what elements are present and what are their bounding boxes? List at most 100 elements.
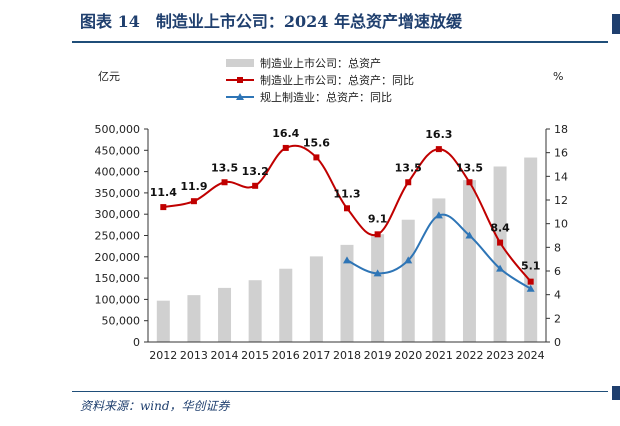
point-2020	[404, 256, 413, 264]
x-tick-label: 2022	[455, 349, 483, 362]
point-2019	[374, 231, 381, 238]
right-axis-unit: %	[553, 70, 563, 83]
bar-2024	[524, 157, 538, 342]
point-2017	[313, 154, 320, 161]
left-tick-label: 50,000	[102, 315, 141, 328]
left-tick-label: 100,000	[95, 293, 141, 306]
bar-2012	[156, 300, 170, 342]
right-tick-label: 18	[554, 123, 568, 136]
point-2014	[221, 179, 228, 186]
source-rule	[72, 391, 608, 392]
left-tick-label: 250,000	[95, 230, 141, 243]
adjacent-figure-edge	[612, 14, 620, 34]
axes-layer: 0 50,000 100,000 150,000 200,000 250,000 300,0…	[95, 70, 569, 362]
legend-label: 制造业上市公司：总资产：同比	[260, 73, 414, 87]
legend-label: 规上制造业：总资产：同比	[260, 90, 392, 104]
x-tick-label: 2015	[241, 349, 269, 362]
point-2013	[190, 198, 197, 205]
x-tick-label: 2016	[272, 349, 300, 362]
left-tick-label: 450,000	[95, 144, 141, 157]
bar-2016	[279, 268, 293, 342]
right-tick-label: 16	[554, 147, 568, 160]
point-2020	[405, 179, 412, 186]
left-tick-label: 150,000	[95, 272, 141, 285]
left-tick-label: 300,000	[95, 208, 141, 221]
data-label-2018: 11.3	[333, 187, 360, 200]
data-label-2024: 5.1	[521, 260, 541, 273]
title-rule	[72, 41, 608, 43]
data-label-2019: 9.1	[368, 212, 388, 225]
bars-layer	[156, 157, 538, 342]
data-label-2013: 11.9	[180, 180, 207, 193]
legend-label: 制造业上市公司：总资产	[260, 56, 381, 70]
bar-2018	[340, 244, 354, 342]
point-2012	[160, 204, 167, 211]
right-tick-label: 14	[554, 170, 568, 183]
data-label-2023: 8.4	[490, 222, 510, 235]
point-2023	[497, 239, 504, 246]
data-label-2021: 16.3	[425, 128, 452, 141]
lines-layer	[160, 144, 535, 292]
data-label-2014: 13.5	[211, 161, 238, 174]
figure-header: 图表 14 制造业上市公司：2024 年总资产增速放缓	[0, 0, 600, 44]
point-2018	[343, 256, 351, 264]
right-tick-label: 2	[554, 312, 561, 325]
point-2021	[434, 211, 443, 219]
right-tick-label: 10	[554, 218, 568, 231]
legend-swatch-bar	[226, 59, 254, 67]
x-tick-label: 2023	[486, 349, 514, 362]
right-tick-label: 0	[554, 336, 561, 349]
bar-2017	[309, 256, 323, 342]
bar-2013	[187, 295, 201, 342]
bar-2022	[462, 180, 476, 342]
bar-2021	[432, 198, 446, 342]
data-label-2017: 15.6	[303, 136, 330, 149]
point-2019	[373, 269, 382, 277]
point-2021	[435, 146, 442, 153]
point-2022	[466, 179, 473, 186]
point-2023	[496, 264, 505, 272]
figure-title: 图表 14 制造业上市公司：2024 年总资产增速放缓	[80, 12, 462, 31]
data-label-2016: 16.4	[272, 127, 299, 140]
bar-2020	[401, 219, 415, 342]
legend-marker-triangle	[236, 93, 244, 100]
x-tick-label: 2020	[394, 349, 422, 362]
bar-2019	[371, 234, 385, 342]
x-tick-label: 2018	[333, 349, 361, 362]
left-tick-label: 350,000	[95, 187, 141, 200]
point-2024	[526, 284, 535, 292]
bar-2023	[493, 166, 507, 342]
bar-2014	[218, 287, 232, 342]
x-tick-label: 2019	[364, 349, 392, 362]
left-tick-label: 400,000	[95, 166, 141, 179]
right-tick-label: 6	[554, 265, 561, 278]
right-tick-label: 12	[554, 194, 568, 207]
x-tick-label: 2021	[425, 349, 453, 362]
adjacent-figure-edge-bottom	[612, 386, 620, 400]
data-label-2015: 13.2	[242, 165, 269, 178]
bar-2015	[248, 280, 262, 342]
data-label-2020: 13.5	[395, 161, 422, 174]
point-2022	[465, 231, 474, 239]
left-tick-label: 500,000	[95, 123, 141, 136]
legend-marker-square	[237, 77, 243, 83]
left-axis-unit: 亿元	[98, 70, 120, 83]
source-note: 资料来源：wind，华创证券	[80, 399, 230, 413]
data-label-2012: 11.4	[150, 186, 177, 199]
left-tick-label: 200,000	[95, 251, 141, 264]
x-tick-label: 2024	[517, 349, 545, 362]
data-label-2022: 13.5	[456, 161, 483, 174]
x-tick-label: 2017	[302, 349, 330, 362]
x-tick-label: 2012	[149, 349, 177, 362]
x-tick-label: 2013	[180, 349, 208, 362]
point-2024	[527, 278, 534, 285]
data-labels-layer: 11.4 11.9 13.5 13.2 16.4 15.6 11.3 9.1 13.5 16.3 1…	[150, 127, 541, 273]
left-tick-label: 0	[133, 336, 140, 349]
right-tick-label: 8	[554, 241, 561, 254]
point-2018	[344, 205, 350, 212]
point-2016	[282, 144, 289, 151]
point-2015	[252, 182, 259, 189]
x-tick-label: 2014	[211, 349, 239, 362]
